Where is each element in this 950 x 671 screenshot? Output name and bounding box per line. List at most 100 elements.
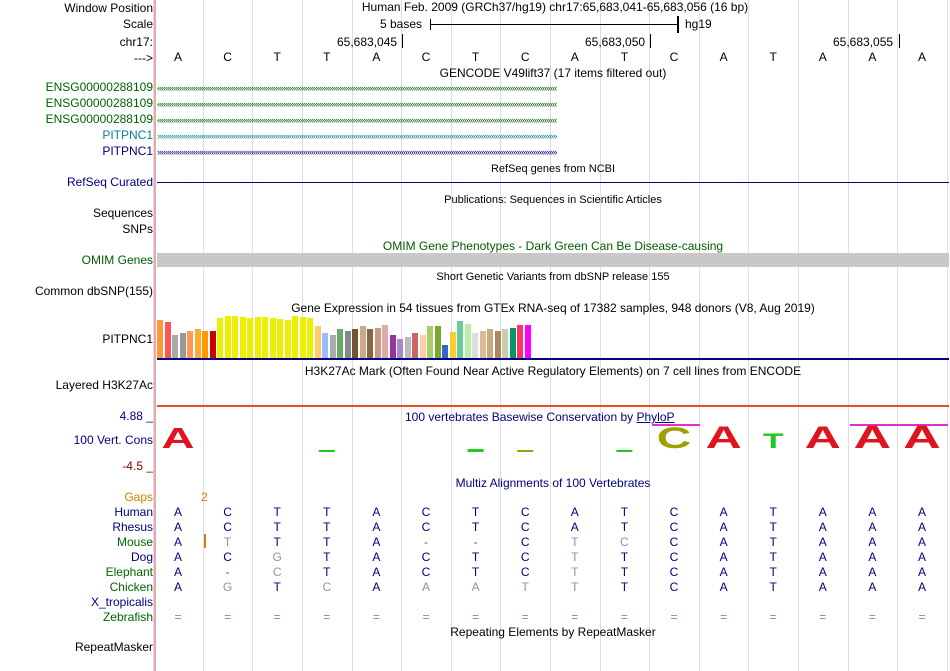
dbsnp-label[interactable]: Common dbSNP(155)	[34, 284, 153, 298]
conservation-mark	[318, 450, 335, 452]
phylop-link[interactable]: PhyloP	[636, 410, 675, 424]
gtex-tissue-bar[interactable]	[322, 333, 328, 358]
gtex-tissue-bar[interactable]	[217, 318, 223, 358]
pitpnc1-label-1[interactable]: PITPNC1	[102, 128, 153, 142]
gtex-tissue-bar[interactable]	[157, 320, 163, 358]
gtex-tissue-bar[interactable]	[164, 322, 171, 358]
gencode-feature-2[interactable]: ‹‹‹‹‹‹‹‹‹‹‹‹‹‹‹‹‹‹‹‹‹‹‹‹‹‹‹‹‹‹‹‹‹‹‹‹‹‹‹‹…	[157, 100, 557, 109]
gencode-feature-3[interactable]: ‹‹‹‹‹‹‹‹‹‹‹‹‹‹‹‹‹‹‹‹‹‹‹‹‹‹‹‹‹‹‹‹‹‹‹‹‹‹‹‹…	[157, 116, 557, 125]
gtex-tissue-bar[interactable]	[337, 329, 343, 358]
conservation-mark	[467, 449, 484, 452]
gtex-tissue-bar[interactable]	[254, 317, 261, 358]
gtex-tissue-bar[interactable]	[352, 329, 358, 358]
gtex-tissue-bar[interactable]	[442, 345, 448, 358]
gtex-tissue-bar[interactable]	[194, 329, 201, 358]
gtex-tissue-bar[interactable]	[232, 316, 238, 358]
gtex-tissue-bar[interactable]	[187, 331, 193, 358]
alignment-base: T	[769, 520, 777, 534]
sequences-label[interactable]: Sequences	[92, 206, 153, 220]
gtex-tissue-bar[interactable]	[434, 326, 441, 358]
gtex-tissue-bar[interactable]	[472, 333, 478, 358]
gencode-label-3[interactable]: ENSG00000288109	[45, 112, 153, 126]
gtex-tissue-bar[interactable]	[487, 329, 493, 358]
alignment-base: C	[669, 550, 679, 564]
species-label-human[interactable]: Human	[114, 505, 153, 519]
gtex-tissue-bar[interactable]	[397, 339, 403, 358]
gtex-bar-chart[interactable]	[157, 316, 557, 358]
gtex-tissue-bar[interactable]	[374, 328, 381, 358]
alignment-base: A	[372, 580, 381, 594]
alignment-base: -	[473, 535, 478, 549]
conservation-letter: A	[706, 420, 742, 455]
gtex-tissue-bar[interactable]	[389, 335, 396, 358]
alignment-base: T	[620, 565, 629, 579]
h3k27ac-label[interactable]: Layered H3K27Ac	[55, 378, 153, 392]
gtex-tissue-bar[interactable]	[202, 331, 208, 358]
alignment-base: C	[669, 520, 679, 534]
gtex-tissue-bar[interactable]	[262, 317, 268, 358]
gtex-tissue-bar[interactable]	[239, 317, 246, 358]
alignment-base: A	[917, 505, 926, 519]
gtex-tissue-bar[interactable]	[329, 335, 336, 358]
chrom-label: chr17:	[119, 35, 153, 49]
gtex-tissue-bar[interactable]	[314, 326, 321, 358]
gtex-tissue-bar[interactable]	[524, 325, 531, 358]
alignment-base: C	[669, 535, 679, 549]
gtex-tissue-bar[interactable]	[277, 319, 283, 358]
gtex-tissue-bar[interactable]	[224, 316, 231, 358]
species-label-chicken[interactable]: Chicken	[109, 580, 153, 594]
gtex-tissue-bar[interactable]	[419, 335, 426, 358]
omim-feature-bar[interactable]	[157, 253, 949, 267]
refseq-label[interactable]: RefSeq Curated	[66, 175, 153, 189]
gtex-tissue-bar[interactable]	[502, 329, 508, 358]
gaps-label[interactable]: Gaps	[124, 490, 153, 504]
gtex-tissue-bar[interactable]	[307, 318, 313, 358]
gtex-tissue-bar[interactable]	[247, 318, 253, 358]
gtex-tissue-bar[interactable]	[479, 331, 486, 358]
species-label-dog[interactable]: Dog	[130, 550, 153, 564]
gtex-tissue-bar[interactable]	[412, 333, 418, 358]
gencode-label-1[interactable]: ENSG00000288109	[45, 80, 153, 94]
refseq-feature-line[interactable]	[157, 182, 949, 183]
gtex-tissue-bar[interactable]	[292, 316, 298, 358]
species-label-mouse[interactable]: Mouse	[116, 535, 153, 549]
gtex-gene-label[interactable]: PITPNC1	[102, 332, 153, 346]
snps-label[interactable]: SNPs	[122, 222, 153, 236]
gtex-tissue-bar[interactable]	[404, 337, 411, 358]
repeatmasker-label[interactable]: RepeatMasker	[74, 640, 153, 654]
gtex-tissue-bar[interactable]	[427, 326, 433, 358]
gtex-tissue-bar[interactable]	[382, 325, 388, 358]
gtex-tissue-bar[interactable]	[517, 325, 523, 358]
cons-label[interactable]: 100 Vert. Cons	[73, 433, 153, 447]
gtex-tissue-bar[interactable]	[464, 324, 471, 358]
species-label-zebrafish[interactable]: Zebrafish	[102, 610, 153, 624]
gtex-tissue-bar[interactable]	[209, 331, 216, 358]
alignment-base: T	[571, 535, 579, 549]
gtex-tissue-bar[interactable]	[509, 328, 516, 358]
alignment-base: T	[571, 580, 579, 594]
gap-marker	[204, 534, 206, 548]
alignment-base: C	[322, 580, 332, 594]
gtex-tissue-bar[interactable]	[269, 318, 276, 358]
gtex-tissue-bar[interactable]	[344, 331, 351, 358]
omim-label[interactable]: OMIM Genes	[81, 253, 153, 267]
gtex-tissue-bar[interactable]	[449, 332, 456, 358]
species-label-elephant[interactable]: Elephant	[105, 565, 153, 579]
gtex-tissue-bar[interactable]	[299, 317, 306, 358]
gtex-tissue-bar[interactable]	[172, 335, 178, 358]
gencode-feature-1[interactable]: ‹‹‹‹‹‹‹‹‹‹‹‹‹‹‹‹‹‹‹‹‹‹‹‹‹‹‹‹‹‹‹‹‹‹‹‹‹‹‹‹…	[157, 84, 557, 93]
pitpnc1-label-2[interactable]: PITPNC1	[102, 144, 153, 158]
gencode-label-2[interactable]: ENSG00000288109	[45, 96, 153, 110]
gtex-tissue-bar[interactable]	[179, 333, 186, 358]
gtex-tissue-bar[interactable]	[494, 331, 501, 358]
pitpnc1-feature-2[interactable]: ››››››››››››››››››››››››››››››››››››››››…	[157, 148, 557, 157]
gtex-tissue-bar[interactable]	[284, 320, 291, 358]
alignment-base: A	[917, 535, 926, 549]
species-label-xtropicalis[interactable]: X_tropicalis	[90, 595, 153, 609]
gtex-tissue-bar[interactable]	[457, 321, 463, 358]
species-label-rhesus[interactable]: Rhesus	[112, 520, 153, 534]
gtex-tissue-bar[interactable]	[359, 326, 366, 358]
pitpnc1-feature-1[interactable]: ››››››››››››››››››››››››››››››››››››››››…	[157, 132, 557, 141]
gtex-tissue-bar[interactable]	[367, 329, 373, 358]
grid-line	[550, 0, 551, 671]
